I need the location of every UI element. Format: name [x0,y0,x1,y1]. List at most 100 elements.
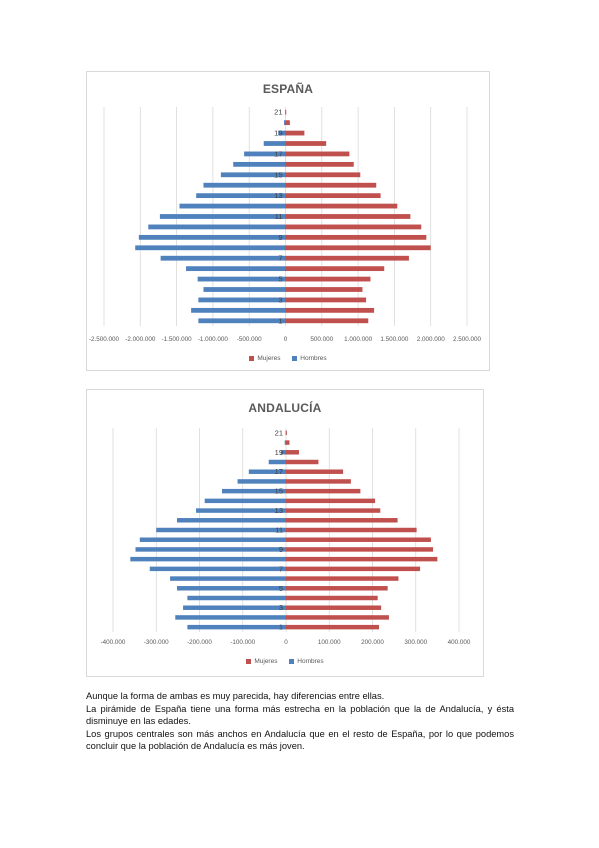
bar-mujeres-10 [285,224,422,230]
chart-legend: Mujeres Hombres [87,355,489,362]
category-label: 5 [279,584,283,593]
x-tick-label: -2.500.000 [89,336,120,343]
bar-hombres-9 [135,547,286,552]
category-label: 11 [275,526,283,535]
bar-hombres-7 [160,255,286,261]
x-tick-label: 1.000.000 [344,336,373,343]
bar-mujeres-14 [285,182,377,188]
legend-label-mujeres: Mujeres [254,658,278,665]
bar-hombres-5 [197,276,286,282]
category-label: 15 [275,487,283,496]
bar-hombres-16 [233,161,286,167]
bar-mujeres-13 [285,193,381,199]
legend-label-hombres: Hombres [300,355,327,362]
x-tick-label: -1.500.000 [162,336,193,343]
bar-mujeres-20 [286,440,290,445]
bar-mujeres-13 [286,508,381,513]
bar-hombres-20 [284,120,286,126]
bar-mujeres-12 [286,518,398,523]
bar-hombres-12 [179,203,286,209]
bar-hombres-20 [284,440,286,445]
bar-hombres-11 [159,214,286,219]
bar-hombres-18 [263,141,286,146]
bar-hombres-2 [175,615,286,620]
category-label: 15 [274,170,282,179]
bar-hombres-4 [187,595,286,601]
paragraph: Los grupos centrales son más anchos en A… [86,728,514,752]
legend-swatch-mujeres [246,659,252,664]
bar-hombres-8 [135,245,286,251]
bar-hombres-6 [186,266,286,272]
x-tick-label: -400.000 [101,639,126,646]
legend-item-mujeres: Mujeres [246,658,277,665]
category-label: 1 [279,623,283,632]
bar-hombres-10 [148,224,286,230]
bar-mujeres-21 [286,430,287,436]
bar-mujeres-1 [286,624,379,630]
chart-plot-andalucia: -400.000 -300.000 -200.000 -100.000 0 100.000… [101,428,471,646]
category-label: 13 [274,191,282,200]
category-label: 1 [278,316,282,325]
conclusion-text: Aunque la forma de ambas es muy parecida… [86,690,514,753]
x-tick-label: -1.000.000 [198,336,229,343]
category-label: 3 [278,295,282,304]
bar-hombres-2 [191,307,286,313]
bar-mujeres-10 [286,537,431,542]
bar-mujeres-2 [285,307,375,313]
category-label: 9 [279,545,283,554]
x-tick-label: 400.000 [448,639,471,646]
bar-hombres-21 [285,109,286,115]
bar-hombres-5 [177,586,286,591]
bar-mujeres-5 [286,586,388,591]
x-tick-label: 500.000 [310,336,333,343]
bar-hombres-14 [203,182,286,188]
bar-hombres-3 [198,297,286,303]
bar-mujeres-8 [285,245,431,251]
bar-mujeres-9 [285,234,427,240]
paragraph: Aunque la forma de ambas es muy parecida… [86,691,385,701]
bar-hombres-9 [138,234,286,240]
bar-mujeres-19 [286,450,299,455]
bar-hombres-11 [156,527,286,533]
bar-hombres-3 [183,605,286,610]
x-tick-label: 1.500.000 [380,336,409,343]
bar-mujeres-3 [285,297,367,303]
bar-mujeres-12 [285,203,398,209]
bar-hombres-1 [187,624,286,630]
x-tick-label: -100.000 [230,639,255,646]
bar-mujeres-17 [286,469,344,474]
bar-hombres-15 [221,488,286,494]
bar-mujeres-21 [285,109,287,115]
bar-mujeres-5 [285,276,371,282]
x-tick-label: 0 [284,639,288,646]
bar-mujeres-7 [286,566,421,572]
legend-item-mujeres: Mujeres [249,355,280,362]
legend-swatch-mujeres [249,356,255,361]
category-label: 5 [278,275,282,284]
bar-mujeres-11 [285,214,411,219]
bar-hombres-13 [196,508,286,513]
category-label: 21 [275,428,283,437]
x-tick-label: 2.000.000 [417,336,446,343]
bar-mujeres-6 [285,266,385,272]
x-tick-label: -500.000 [237,336,262,343]
chart-legend: Mujeres Hombres [87,658,483,665]
x-tick-label: 2.500.000 [453,336,482,343]
category-label: 9 [278,233,282,242]
paragraph: La pirámide de España tiene una forma má… [86,703,514,727]
bar-mujeres-18 [285,141,327,146]
bar-mujeres-4 [285,287,363,292]
x-tick-label: 300.000 [404,639,427,646]
bar-hombres-19 [278,130,286,136]
x-tick-label: 0 [284,336,288,343]
bar-hombres-19 [280,450,286,455]
x-tick-label: 200.000 [361,639,384,646]
bar-mujeres-14 [286,498,376,504]
bar-mujeres-17 [285,151,350,157]
chart-title: ANDALUCÍA [248,401,322,415]
bar-hombres-14 [204,498,286,504]
bar-mujeres-1 [285,318,369,324]
category-label: 7 [279,564,283,573]
legend-swatch-hombres [289,659,295,664]
bar-hombres-17 [248,469,286,474]
